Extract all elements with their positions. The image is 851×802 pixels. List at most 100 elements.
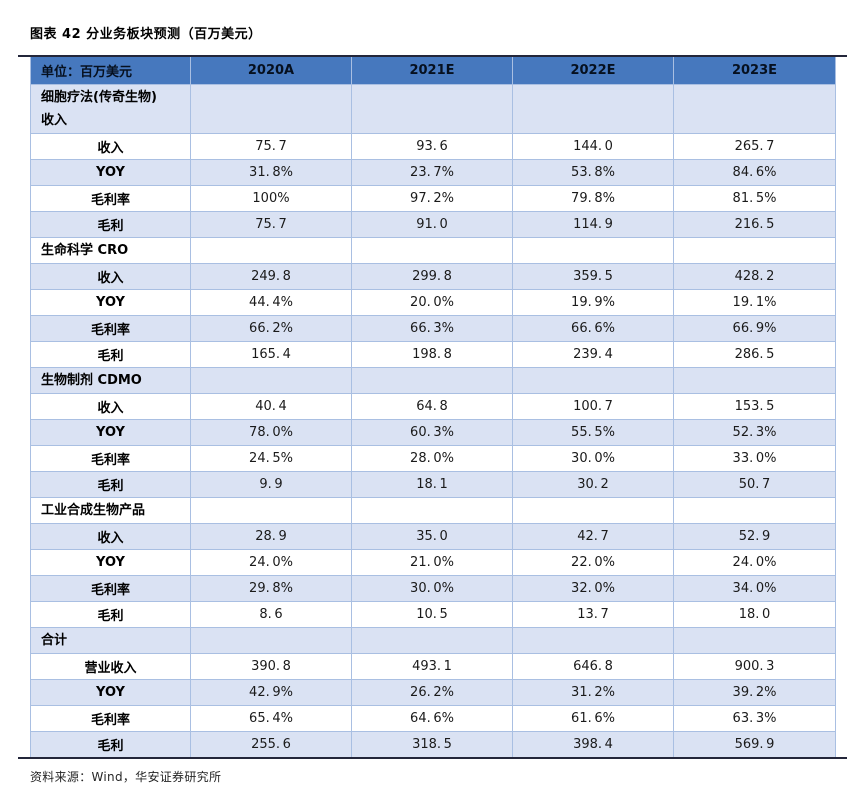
value-cell: 428. 2 — [673, 263, 836, 290]
value-cell: 52. 3% — [673, 419, 836, 446]
table-header: 单位：百万美元 2020A 2021E 2022E 2023E — [30, 57, 836, 85]
value-cell: 8. 6 — [190, 601, 352, 628]
value-cell: 50. 7 — [673, 471, 836, 498]
row-label: 毛利率 — [30, 185, 191, 212]
value-cell: 24. 5% — [190, 445, 352, 472]
value-cell: 53. 8% — [512, 159, 674, 186]
unit-header-cell: 单位：百万美元 — [30, 57, 191, 85]
row-label: 毛利 — [30, 731, 191, 757]
document-page: 图表 42 分业务板块预测（百万美元） 单位：百万美元 2020A 2021E 202… — [18, 27, 847, 784]
data-row: 收入 75. 7 93. 6 144. 0 265. 7 — [30, 133, 836, 160]
value-cell: 255. 6 — [190, 731, 352, 757]
data-row: 毛利 9. 9 18. 1 30. 2 50. 7 — [30, 471, 836, 498]
data-row: 毛利率 66. 2% 66. 3% 66. 6% 66. 9% — [30, 315, 836, 342]
section-label: 细胞疗法(传奇生物) 收入 — [30, 84, 191, 134]
value-cell: 60. 3% — [351, 419, 513, 446]
source-note: 资料来源：Wind，华安证券研究所 — [30, 770, 222, 784]
value-cell: 32. 0% — [512, 575, 674, 602]
value-cell: 28. 0% — [351, 445, 513, 472]
value-cell: 40. 4 — [190, 393, 352, 420]
value-cell: 30. 2 — [512, 471, 674, 498]
value-cell: 144. 0 — [512, 133, 674, 160]
value-cell: 23. 7% — [351, 159, 513, 186]
value-cell: 78. 0% — [190, 419, 352, 446]
value-cell: 93. 6 — [351, 133, 513, 160]
value-cell: 79. 8% — [512, 185, 674, 212]
row-label: 营业收入 — [30, 653, 191, 680]
data-row: YOY 24. 0% 21. 0% 22. 0% 24. 0% — [30, 549, 836, 576]
value-cell: 19. 9% — [512, 289, 674, 316]
empty-cell — [190, 367, 352, 394]
empty-cell — [190, 237, 352, 264]
data-row: 毛利率 100% 97. 2% 79. 8% 81. 5% — [30, 185, 836, 212]
empty-cell — [512, 497, 674, 524]
row-label: 毛利 — [30, 601, 191, 628]
value-cell: 216. 5 — [673, 211, 836, 238]
row-label: 毛利 — [30, 341, 191, 368]
table-header-row: 单位：百万美元 2020A 2021E 2022E 2023E — [30, 57, 836, 85]
value-cell: 97. 2% — [351, 185, 513, 212]
value-cell: 44. 4% — [190, 289, 352, 316]
value-cell: 22. 0% — [512, 549, 674, 576]
data-row: 毛利 75. 7 91. 0 114. 9 216. 5 — [30, 211, 836, 238]
table-bottom-rule — [18, 757, 847, 759]
value-cell: 569. 9 — [673, 731, 836, 757]
value-cell: 9. 9 — [190, 471, 352, 498]
value-cell: 29. 8% — [190, 575, 352, 602]
row-label: YOY — [30, 419, 191, 446]
section-label: 合计 — [30, 627, 191, 654]
row-label: 毛利 — [30, 471, 191, 498]
value-cell: 398. 4 — [512, 731, 674, 757]
row-label: YOY — [30, 289, 191, 316]
value-cell: 28. 9 — [190, 523, 352, 550]
value-cell: 55. 5% — [512, 419, 674, 446]
value-cell: 34. 0% — [673, 575, 836, 602]
section-header-row: 生命科学 CRO — [30, 237, 836, 264]
empty-cell — [673, 84, 836, 134]
value-cell: 198. 8 — [351, 341, 513, 368]
row-label: 毛利率 — [30, 315, 191, 342]
value-cell: 24. 0% — [190, 549, 352, 576]
value-cell: 265. 7 — [673, 133, 836, 160]
table-body: 细胞疗法(传奇生物) 收入 收入 75. 7 93. 6 144. 0 265. 7 YOY 3… — [30, 84, 836, 757]
data-row: 营业收入 390. 8 493. 1 646. 8 900. 3 — [30, 653, 836, 680]
value-cell: 61. 6% — [512, 705, 674, 732]
value-cell: 18. 1 — [351, 471, 513, 498]
value-cell: 286. 5 — [673, 341, 836, 368]
row-label: 毛利率 — [30, 445, 191, 472]
empty-cell — [512, 237, 674, 264]
figure-title: 图表 42 分业务板块预测（百万美元） — [30, 27, 262, 42]
value-cell: 10. 5 — [351, 601, 513, 628]
value-cell: 33. 0% — [673, 445, 836, 472]
value-cell: 31. 2% — [512, 679, 674, 706]
value-cell: 153. 5 — [673, 393, 836, 420]
section-label: 生物制剂 CDMO — [30, 367, 191, 394]
row-label: 毛利 — [30, 211, 191, 238]
row-label: 毛利率 — [30, 575, 191, 602]
data-row: YOY 42. 9% 26. 2% 31. 2% 39. 2% — [30, 679, 836, 706]
data-row: 收入 40. 4 64. 8 100. 7 153. 5 — [30, 393, 836, 420]
section-header-row: 细胞疗法(传奇生物) 收入 — [30, 84, 836, 134]
data-row: YOY 44. 4% 20. 0% 19. 9% 19. 1% — [30, 289, 836, 316]
data-row: 毛利率 29. 8% 30. 0% 32. 0% 34. 0% — [30, 575, 836, 602]
value-cell: 31. 8% — [190, 159, 352, 186]
value-cell: 114. 9 — [512, 211, 674, 238]
data-row: 毛利 8. 6 10. 5 13. 7 18. 0 — [30, 601, 836, 628]
empty-cell — [673, 237, 836, 264]
value-cell: 900. 3 — [673, 653, 836, 680]
value-cell: 390. 8 — [190, 653, 352, 680]
value-cell: 66. 3% — [351, 315, 513, 342]
value-cell: 249. 8 — [190, 263, 352, 290]
empty-cell — [190, 497, 352, 524]
data-row: 毛利率 24. 5% 28. 0% 30. 0% 33. 0% — [30, 445, 836, 472]
value-cell: 39. 2% — [673, 679, 836, 706]
row-label: YOY — [30, 159, 191, 186]
value-cell: 24. 0% — [673, 549, 836, 576]
value-cell: 19. 1% — [673, 289, 836, 316]
value-cell: 26. 2% — [351, 679, 513, 706]
value-cell: 13. 7 — [512, 601, 674, 628]
value-cell: 18. 0 — [673, 601, 836, 628]
data-row: 毛利率 65. 4% 64. 6% 61. 6% 63. 3% — [30, 705, 836, 732]
value-cell: 646. 8 — [512, 653, 674, 680]
empty-cell — [351, 84, 513, 134]
